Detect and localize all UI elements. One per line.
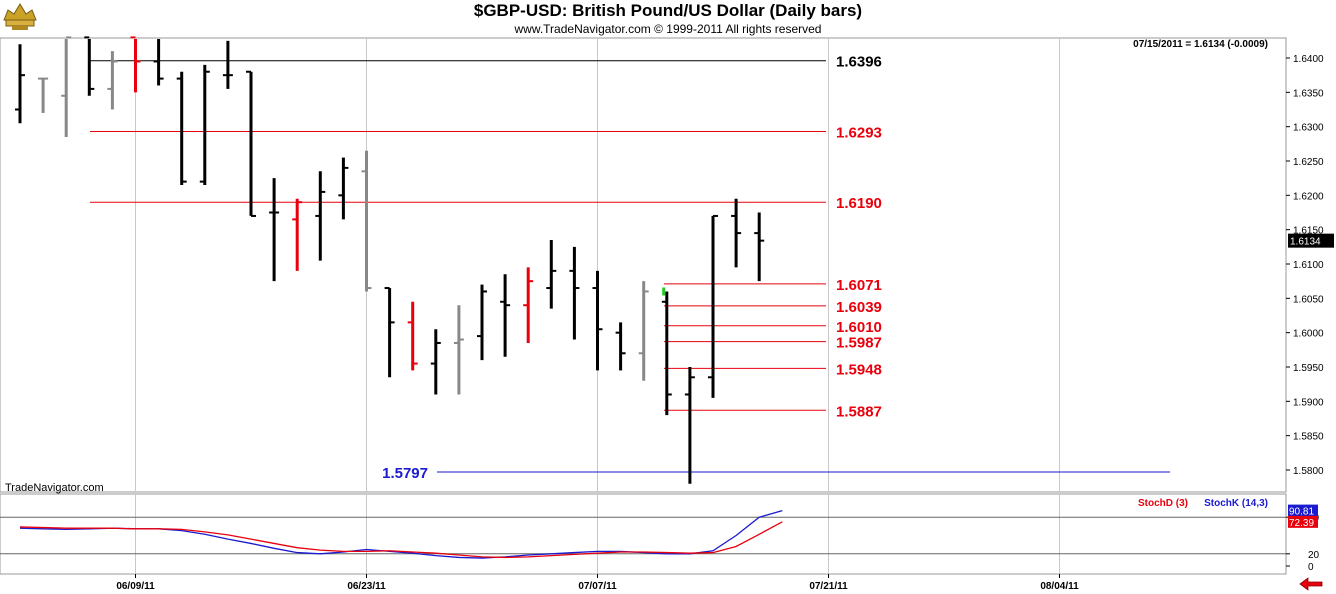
ohlc-bar bbox=[384, 287, 395, 378]
stoch-value-label: 72.39 bbox=[1289, 518, 1314, 529]
ohlc-bar bbox=[315, 171, 326, 261]
y-tick-label: 1.5800 bbox=[1293, 466, 1324, 477]
stoch-tick-label: 0 bbox=[1308, 562, 1314, 573]
ohlc-bar bbox=[38, 77, 49, 113]
y-tick-label: 1.6150 bbox=[1293, 226, 1324, 237]
ohlc-bar bbox=[176, 71, 187, 186]
x-tick-label: 06/09/11 bbox=[116, 581, 155, 592]
main-plot-frame bbox=[0, 37, 1287, 493]
ohlc-bar bbox=[477, 284, 487, 361]
current-price-label: 1.6134 bbox=[1290, 237, 1321, 248]
y-tick-label: 1.6400 bbox=[1293, 54, 1324, 65]
y-tick-label: 1.5900 bbox=[1293, 397, 1324, 408]
y-tick-label: 1.6100 bbox=[1293, 260, 1324, 271]
y-tick-label: 1.6250 bbox=[1293, 157, 1324, 168]
ohlc-bar bbox=[684, 367, 695, 484]
ohlc-bar bbox=[61, 36, 72, 137]
ohlc-bar bbox=[338, 157, 349, 220]
price-level-label: 1.6293 bbox=[836, 124, 882, 141]
price-level-label: 1.5797 bbox=[382, 465, 428, 482]
x-tick-label: 07/07/11 bbox=[578, 581, 617, 592]
price-level-label: 1.6010 bbox=[836, 319, 882, 336]
scroll-left-arrow-icon[interactable] bbox=[1299, 577, 1323, 591]
ohlc-bar bbox=[153, 39, 164, 86]
ohlc-bar bbox=[430, 329, 441, 395]
y-tick-label: 1.6050 bbox=[1293, 294, 1324, 305]
last-price-readout: 07/15/2011 = 1.6134 (-0.0009) bbox=[1133, 39, 1268, 50]
chart-subtitle: www.TradeNavigator.com © 1999-2011 All r… bbox=[514, 22, 822, 36]
ohlc-bar bbox=[292, 198, 303, 271]
main-panel: 1.63961.62931.61901.60711.60391.60101.59… bbox=[0, 36, 1334, 494]
x-tick-label: 07/21/11 bbox=[809, 581, 848, 592]
y-tick-label: 1.6350 bbox=[1293, 88, 1324, 99]
ohlc-bar bbox=[615, 322, 626, 371]
stoch-tick-label: 20 bbox=[1308, 550, 1320, 561]
ohlc-bar bbox=[269, 178, 280, 282]
ohlc-bar bbox=[361, 150, 372, 292]
price-level-label: 1.6071 bbox=[836, 277, 882, 294]
price-level-label: 1.6190 bbox=[836, 195, 882, 212]
ohlc-bar bbox=[569, 246, 580, 340]
ohlc-bar bbox=[731, 198, 742, 268]
ohlc-bar bbox=[130, 36, 141, 93]
price-level-label: 1.6396 bbox=[836, 54, 882, 71]
ohlc-bar bbox=[107, 51, 118, 110]
watermark-text: TradeNavigator.com bbox=[5, 482, 104, 494]
stoch-value-box bbox=[1288, 504, 1318, 517]
ohlc-bar bbox=[638, 281, 649, 381]
x-tick-label: 08/04/11 bbox=[1040, 581, 1079, 592]
ohlc-bar bbox=[84, 36, 95, 96]
stoch-value-label: 90.81 bbox=[1289, 507, 1314, 518]
ohlc-bar bbox=[222, 40, 233, 89]
ohlc-bar bbox=[592, 270, 603, 371]
price-level-label: 1.5948 bbox=[836, 361, 882, 378]
price-level-label: 1.5887 bbox=[836, 403, 882, 420]
price-level-label: 1.6039 bbox=[836, 299, 882, 316]
ohlc-bar bbox=[523, 267, 534, 343]
ohlc-bar bbox=[661, 291, 672, 416]
ohlc-bar bbox=[15, 44, 25, 124]
ohlc-bar bbox=[754, 212, 765, 282]
y-tick-label: 1.5950 bbox=[1293, 363, 1324, 374]
ohlc-bar bbox=[407, 301, 418, 371]
x-tick-label: 06/23/11 bbox=[347, 581, 386, 592]
ohlc-bar bbox=[199, 64, 210, 186]
trade-navigator-logo-icon bbox=[3, 3, 37, 30]
stoch-plot-frame bbox=[0, 493, 1287, 575]
stoch-series-line bbox=[19, 521, 783, 559]
chart-title: $GBP-USD: British Pound/US Dollar (Daily… bbox=[473, 1, 863, 20]
y-tick-label: 1.6000 bbox=[1293, 329, 1324, 340]
ohlc-bar bbox=[453, 305, 464, 395]
legend-stoch-k: StochK (14,3) bbox=[1204, 498, 1268, 509]
ohlc-bar bbox=[500, 274, 511, 357]
y-tick-label: 1.5850 bbox=[1293, 432, 1324, 443]
price-level-label: 1.5987 bbox=[836, 335, 882, 352]
legend-stoch-d: StochD (3) bbox=[1138, 498, 1188, 509]
current-price-box bbox=[1288, 233, 1334, 248]
y-tick-label: 1.6200 bbox=[1293, 191, 1324, 202]
ohlc-bar bbox=[546, 239, 557, 309]
ohlc-bar bbox=[708, 214, 718, 398]
stoch-value-box bbox=[1288, 515, 1318, 528]
y-tick-label: 1.6300 bbox=[1293, 123, 1324, 134]
ohlc-bar bbox=[246, 70, 256, 217]
